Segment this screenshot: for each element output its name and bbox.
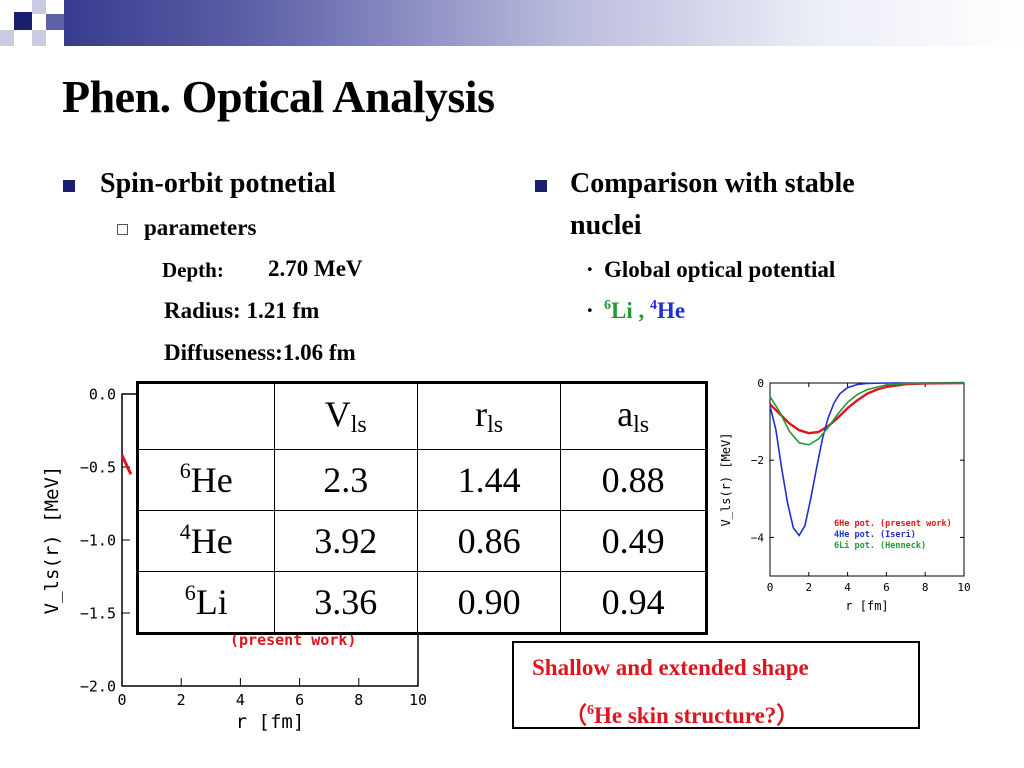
li-symbol: Li (611, 298, 633, 323)
y-tick-label: −1.0 (80, 531, 116, 549)
y-tick-label: 0 (757, 377, 764, 390)
table-header-row: Vls rls als (137, 382, 707, 450)
param-radius: Radius: 1.21 fm (164, 298, 319, 324)
left-potential-plot: 0 2 4 6 8 10 0.0 −0.5 −1.0 −1.5 −2.0 r [fm] V_ls(r) … (41, 385, 427, 733)
param-value: 1.06 fm (282, 340, 356, 365)
dot-bullet: · (586, 257, 594, 282)
legend-entry: 6Li pot. (Henneck) (834, 540, 926, 551)
x-tick-label: 4 (236, 691, 245, 709)
callout-line1: Shallow and extended shape (532, 655, 809, 680)
y-tick-label: −2 (751, 454, 764, 467)
left-subheading: parameters (144, 215, 257, 240)
right-item-li-he: 6Li , 4He (604, 298, 685, 324)
he-mass: 4 (649, 298, 657, 313)
param-sep: : (275, 340, 283, 365)
cell-als: 0.88 (560, 448, 707, 511)
row-nucleus: 6He (137, 448, 275, 511)
header-vls: Vls (273, 382, 418, 450)
li-he-separator: , (632, 298, 650, 323)
cell-als: 0.94 (560, 570, 707, 635)
cell-rls: 0.90 (416, 570, 562, 635)
bullet-square (63, 180, 75, 192)
row-nucleus: 6Li (137, 570, 275, 635)
param-depth: Depth: (162, 258, 224, 283)
cell-vls: 2.3 (273, 448, 418, 511)
header-square-dark (14, 12, 32, 30)
sub-bullet-square (117, 224, 128, 235)
plot-annotation: (present work) (230, 631, 356, 649)
right-item-global: Global optical potential (604, 257, 836, 282)
cell-rls: 1.44 (416, 448, 562, 511)
y-axis-label: V_ls(r) [MeV] (41, 466, 63, 615)
right-heading-line2: nuclei (570, 210, 642, 241)
header-rls: rls (416, 382, 562, 450)
y-tick-label: −0.5 (80, 458, 116, 476)
param-label: Diffuseness (164, 340, 276, 365)
row-nucleus: 4He (137, 509, 275, 572)
header-square-light (32, 30, 46, 46)
x-tick-label: 2 (177, 691, 186, 709)
param-value: 1.21 fm (246, 298, 320, 323)
x-axis-label: r [fm] (845, 599, 888, 613)
cell-als: 0.49 (560, 509, 707, 572)
x-tick-label: 0 (117, 691, 126, 709)
x-tick-label: 2 (805, 581, 812, 594)
li-mass: 6 (604, 298, 611, 313)
right-heading-line1: Comparison with stable (570, 168, 855, 199)
x-tick-label: 8 (922, 581, 929, 594)
table-row: 4He 3.92 0.86 0.49 (137, 509, 707, 572)
table-row: 6He 2.3 1.44 0.88 (137, 448, 707, 511)
y-tick-label: −2.0 (80, 677, 116, 695)
x-tick-label: 6 (295, 691, 304, 709)
param-sep: : (216, 258, 224, 282)
legend-entry: 4He pot. (Iseri) (834, 529, 916, 540)
param-depth-value: 2.70 MeV (268, 256, 363, 281)
header-gradient-bar (0, 0, 1024, 46)
y-tick-label: −4 (751, 531, 765, 544)
y-tick-label: −1.5 (80, 604, 116, 622)
series-line (120, 454, 133, 475)
param-diffuseness: Diffuseness:1.06 fm (164, 340, 356, 366)
series-line (769, 382, 965, 446)
series-line (769, 382, 964, 537)
x-tick-label: 6 (883, 581, 890, 594)
conclusion-callout: Shallow and extended shape （6He skin str… (512, 641, 920, 729)
y-tick-label: 0.0 (89, 385, 116, 403)
param-label: Radius (164, 298, 234, 323)
bullet-square (535, 180, 547, 192)
y-axis-label: V_ls(r) [MeV] (719, 433, 733, 527)
dot-bullet: · (586, 298, 594, 323)
table-corner-cell (137, 382, 275, 450)
series-line (769, 381, 965, 435)
header-square-mid (46, 14, 64, 30)
left-heading: Spin-orbit potnetial (100, 168, 336, 199)
table-row: 6Li 3.36 0.90 0.94 (137, 570, 707, 635)
header-als: als (560, 382, 707, 450)
param-sep: : (233, 298, 241, 323)
right-potential-plot: 0 2 4 6 8 10 0 −2 −4 r [fm] V_ls(r) [MeV] 6He pot. … (719, 377, 971, 613)
he-symbol: He (656, 298, 686, 323)
cell-rls: 0.86 (416, 509, 562, 572)
cell-vls: 3.92 (273, 509, 418, 572)
parameter-table: Vls rls als 6He 2.3 1.44 0.88 4He 3.92 0… (136, 381, 708, 635)
x-tick-label: 0 (767, 581, 774, 594)
x-tick-label: 8 (354, 691, 363, 709)
x-axis-label: r [fm] (236, 711, 305, 733)
param-label: Depth (162, 258, 217, 282)
legend-entry: 6He pot. (present work) (834, 519, 952, 529)
x-tick-label: 10 (409, 691, 427, 709)
callout-line2: （6He skin structure?） (564, 703, 800, 728)
x-tick-label: 10 (957, 581, 970, 594)
slide-title: Phen. Optical Analysis (62, 71, 495, 122)
header-square-light (0, 30, 14, 46)
header-square-light (32, 0, 46, 14)
x-tick-label: 4 (844, 581, 851, 594)
cell-vls: 3.36 (273, 570, 418, 635)
